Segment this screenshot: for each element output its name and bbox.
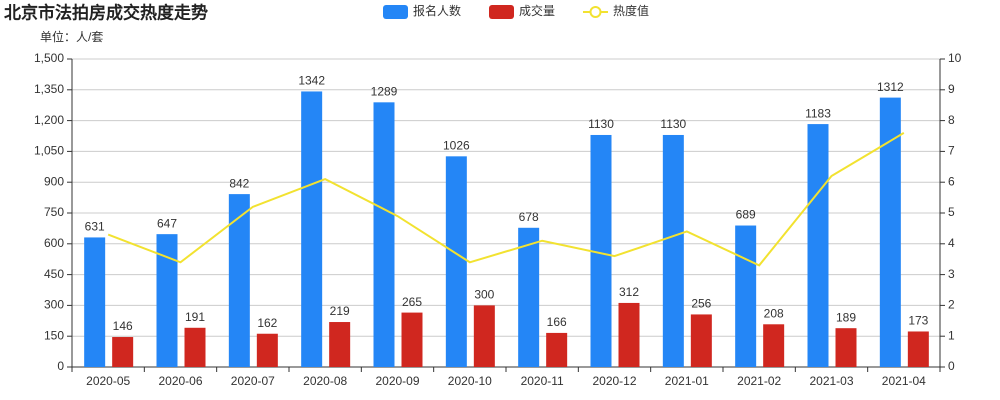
bar [228, 194, 250, 367]
y-tick-label: 1,200 [34, 113, 64, 127]
y2-tick-label: 4 [948, 236, 955, 250]
y2-tick-label: 2 [948, 298, 955, 312]
y-tick-label: 750 [44, 205, 64, 219]
y-tick-label: 300 [44, 298, 64, 312]
x-tick-label: 2020-09 [375, 374, 419, 388]
legend-swatch [383, 5, 408, 19]
bar [546, 332, 568, 367]
data-label: 647 [157, 216, 177, 230]
data-label: 1026 [443, 138, 470, 152]
x-tick-label: 2021-01 [665, 374, 709, 388]
y2-tick-label: 1 [948, 328, 955, 342]
bar [590, 134, 612, 367]
data-label: 162 [257, 316, 277, 330]
x-tick-label: 2021-02 [737, 374, 781, 388]
y2-tick-label: 0 [948, 359, 955, 373]
bar [518, 227, 540, 367]
y-tick-label: 0 [57, 359, 64, 373]
bar [445, 156, 467, 367]
data-label: 166 [547, 315, 567, 329]
bar [329, 322, 351, 367]
chart-subtitle: 单位：人/套 [40, 29, 103, 44]
y-tick-label: 1,350 [34, 82, 64, 96]
bar [662, 134, 684, 367]
legend-label: 报名人数 [413, 3, 461, 18]
y2-tick-label: 6 [948, 174, 955, 188]
data-label: 842 [229, 176, 249, 190]
data-label: 1130 [660, 117, 686, 131]
bar [373, 102, 395, 368]
bar [690, 314, 712, 367]
data-label: 146 [113, 319, 133, 333]
x-tick-label: 2020-12 [592, 374, 636, 388]
y-tick-label: 600 [44, 236, 64, 250]
x-tick-label: 2020-08 [303, 374, 347, 388]
x-tick-label: 2020-07 [231, 374, 275, 388]
x-tick-label: 2020-10 [448, 374, 492, 388]
data-label: 256 [691, 297, 711, 311]
chart-title: 北京市法拍房成交热度走势 [4, 2, 208, 22]
y2-tick-label: 5 [948, 205, 955, 219]
x-tick-label: 2021-04 [882, 374, 926, 388]
data-label: 208 [764, 306, 784, 320]
x-tick-label: 2020-05 [86, 374, 130, 388]
data-label: 678 [519, 210, 539, 224]
legend-swatch [489, 5, 514, 19]
bar [735, 225, 757, 367]
bar [112, 337, 134, 367]
data-label: 1289 [371, 84, 398, 98]
x-tick-label: 2020-11 [521, 374, 564, 388]
data-label: 689 [736, 208, 756, 222]
bar [256, 333, 278, 367]
y-tick-label: 450 [44, 267, 64, 281]
bar [473, 305, 495, 367]
data-label: 1312 [877, 80, 904, 94]
bar [907, 331, 929, 367]
bar [618, 302, 640, 367]
data-label: 312 [619, 285, 639, 299]
y2-tick-label: 7 [948, 144, 955, 158]
data-label: 191 [185, 310, 205, 324]
bar [84, 237, 106, 367]
data-label: 631 [85, 220, 105, 234]
x-tick-label: 2020-06 [158, 374, 202, 388]
legend-label: 成交量 [519, 3, 555, 18]
data-label: 265 [402, 295, 422, 309]
bar [301, 91, 323, 368]
y-tick-label: 150 [44, 328, 64, 342]
y-tick-label: 900 [44, 174, 64, 188]
legend-swatch [589, 6, 602, 18]
legend-label: 热度值 [613, 3, 649, 18]
data-label: 300 [474, 288, 494, 302]
bar [835, 328, 857, 367]
y2-tick-label: 9 [948, 82, 955, 96]
data-label: 1130 [588, 117, 614, 131]
y2-tick-label: 10 [948, 51, 962, 65]
data-label: 219 [330, 304, 350, 318]
y-tick-label: 1,500 [34, 51, 64, 65]
bar [807, 124, 829, 367]
data-label: 189 [836, 310, 856, 324]
data-label: 1342 [298, 74, 325, 88]
data-label: 173 [908, 314, 928, 328]
x-tick-label: 2021-03 [809, 374, 853, 388]
bar [184, 327, 206, 367]
bar [879, 97, 901, 368]
y-tick-label: 1,050 [34, 144, 64, 158]
bar [763, 324, 785, 367]
bar [401, 312, 423, 367]
data-label: 1183 [805, 106, 831, 120]
line [107, 132, 905, 267]
bar [156, 234, 178, 367]
y2-tick-label: 8 [948, 113, 955, 127]
y2-tick-label: 3 [948, 267, 955, 281]
